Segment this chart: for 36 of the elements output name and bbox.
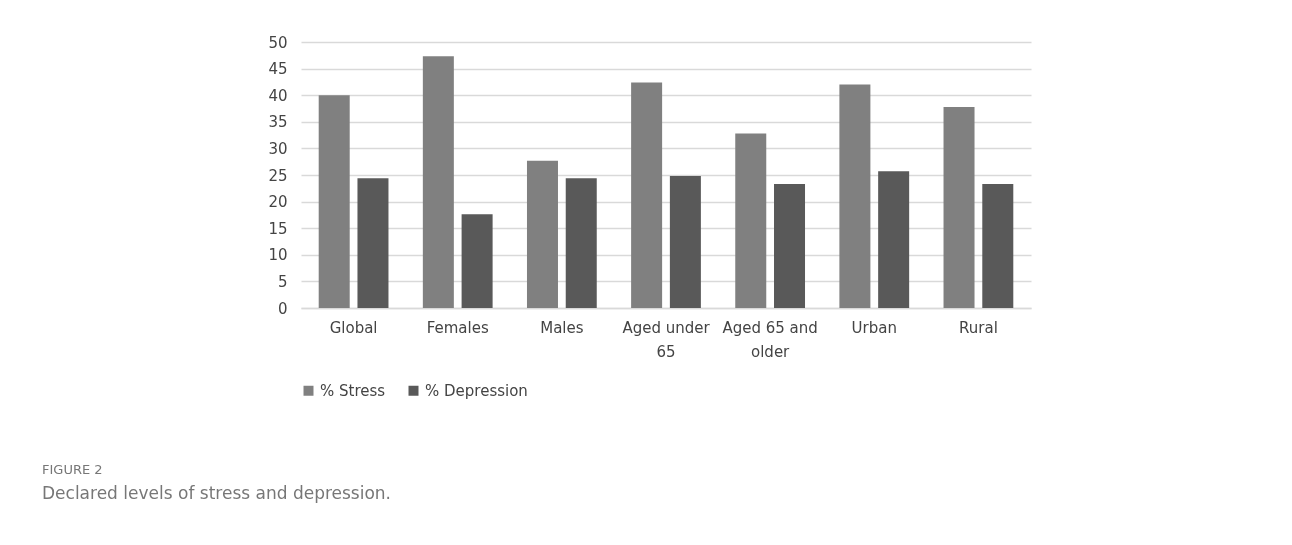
y-tick-label: 5 — [277, 272, 288, 291]
bar — [943, 106, 975, 308]
bar — [422, 56, 454, 308]
x-tick-label: Rural — [959, 318, 998, 337]
bar — [318, 95, 350, 308]
y-tick-label: 50 — [268, 33, 288, 52]
text: Declared levels of stress and depression. — [42, 483, 392, 503]
y-tick-label: 10 — [268, 246, 288, 265]
bar — [631, 82, 663, 308]
bar — [565, 178, 597, 308]
legend-label: % Depression — [425, 381, 528, 400]
x-tick-label: Females — [426, 318, 489, 337]
x-tick-label: Urban — [851, 318, 897, 337]
y-tick-label: 30 — [268, 139, 288, 158]
y-tick-label: 20 — [268, 193, 288, 212]
y-tick-label: 35 — [268, 113, 288, 132]
bar — [774, 184, 806, 308]
y-tick-label: 25 — [268, 166, 288, 185]
x-tick-label: Males — [540, 318, 584, 337]
bar — [526, 160, 558, 308]
y-tick-label: 0 — [277, 299, 288, 318]
bar — [357, 178, 389, 308]
bar — [461, 214, 493, 308]
y-tick-label: 15 — [268, 219, 288, 238]
bar — [669, 176, 701, 308]
x-tick-label: Global — [329, 318, 378, 337]
bar — [878, 171, 910, 308]
y-tick-label: 45 — [268, 60, 288, 79]
y-tick-label: 40 — [268, 86, 288, 105]
bar — [839, 84, 871, 308]
bar — [735, 133, 767, 308]
x-tick-label: Aged under 65 — [622, 318, 711, 361]
bar — [982, 184, 1014, 308]
caption: FIGURE 2 — [42, 462, 104, 477]
x-tick-label: Aged 65 and older — [722, 318, 818, 361]
legend-label: % Stress — [320, 381, 386, 400]
